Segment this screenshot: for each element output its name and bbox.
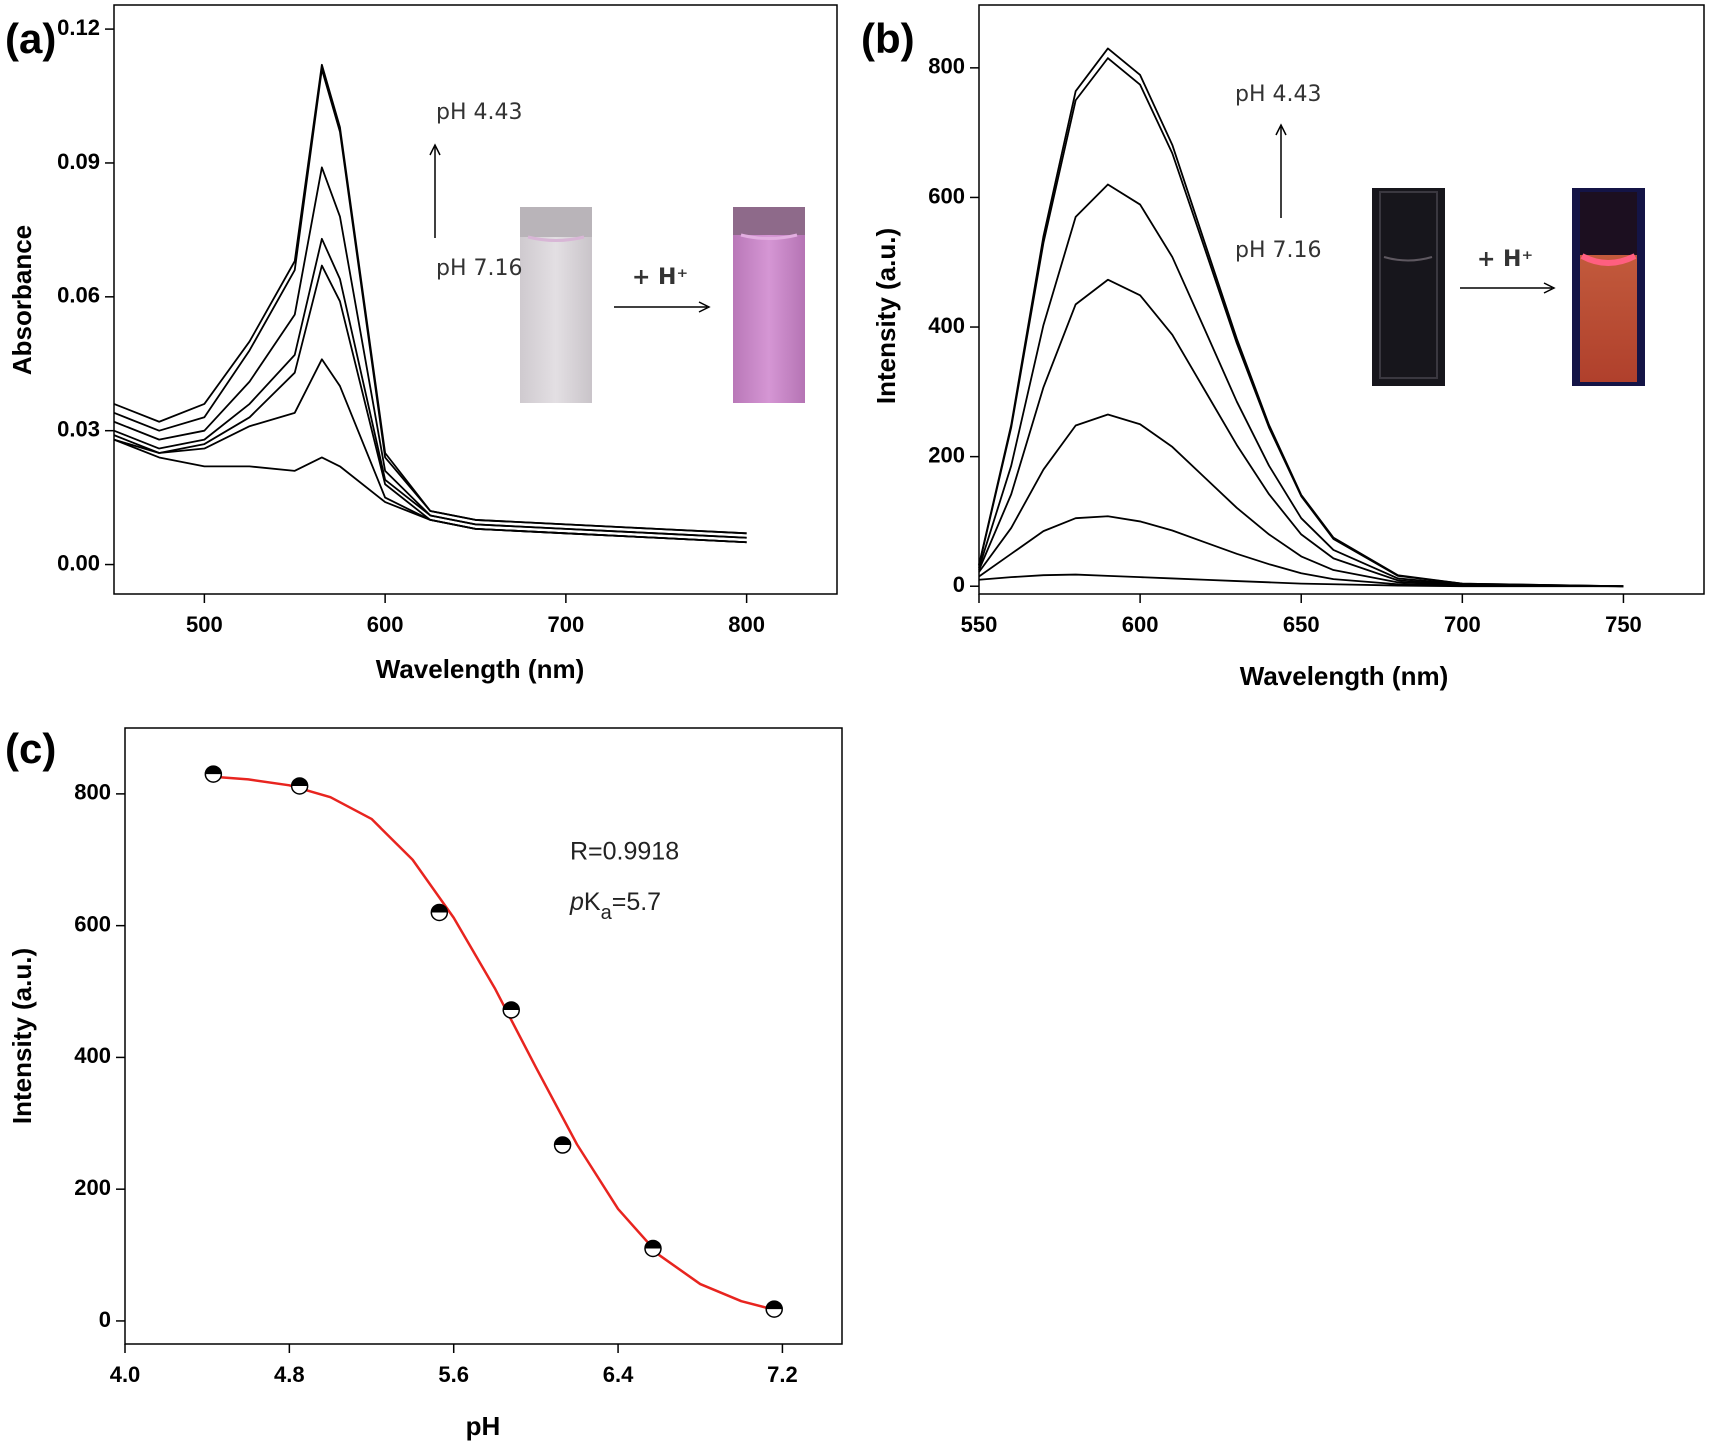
x-tick-label: 600 (1122, 612, 1159, 637)
annotation: + H⁺ (1477, 247, 1533, 272)
y-tick-label: 800 (74, 780, 111, 805)
plot-frame (978, 4, 1705, 595)
data-point-fill (431, 904, 448, 913)
panel-label: (b) (861, 15, 915, 62)
annotation: pH 7.16 (436, 256, 523, 281)
y-tick-label: 0.00 (57, 550, 100, 575)
annotation: R=0.9918 (570, 838, 679, 866)
fit-curve (213, 775, 775, 1311)
y-axis-title: Intensity (a.u.) (7, 948, 37, 1124)
plot-frame (124, 727, 843, 1345)
y-tick-label: 400 (928, 313, 965, 338)
x-tick-label: 700 (548, 612, 585, 637)
y-tick-label: 0 (953, 572, 965, 597)
cuvette-photo (520, 207, 592, 403)
y-tick-label: 0.03 (57, 416, 100, 441)
x-tick-label: 750 (1605, 612, 1642, 637)
pka-value: =5.7 (612, 888, 661, 916)
x-tick-label: 5.6 (438, 1362, 469, 1387)
spectrum-line (113, 68, 747, 535)
y-axis-title: Absorbance (7, 225, 37, 375)
spectrum-line (113, 166, 747, 539)
x-axis-title: Wavelength (nm) (1240, 661, 1448, 691)
y-tick-label: 600 (74, 911, 111, 936)
pka-k: K (584, 888, 601, 916)
y-tick-label: 600 (928, 183, 965, 208)
data-point-fill (503, 1001, 520, 1010)
x-tick-label: 650 (1283, 612, 1320, 637)
spectrum-line (978, 413, 1624, 588)
data-point-fill (291, 777, 308, 786)
annotation: pH 4.43 (436, 100, 523, 125)
data-point-fill (766, 1301, 783, 1310)
panel-label: (c) (5, 725, 56, 772)
data-point-fill (644, 1240, 661, 1249)
annotation: pH 4.43 (1235, 82, 1322, 107)
x-tick-label: 7.2 (767, 1362, 798, 1387)
pka-annotation: pKa=5.7 (569, 888, 661, 925)
spectrum-line (978, 515, 1624, 588)
spectrum-line (113, 438, 747, 544)
x-axis-title: Wavelength (nm) (376, 654, 584, 684)
annotation: + H⁺ (632, 265, 688, 290)
panel-label: (a) (5, 15, 56, 62)
y-tick-label: 0.09 (57, 149, 100, 174)
y-tick-label: 0 (99, 1307, 111, 1332)
plot-frame (113, 4, 838, 595)
y-tick-label: 400 (74, 1043, 111, 1068)
spectrum-line (113, 237, 747, 539)
arrow (429, 143, 711, 313)
annotation: pH 7.16 (1235, 238, 1322, 263)
y-axis-title: Intensity (a.u.) (871, 228, 901, 404)
spectrum-line (978, 47, 1624, 588)
x-tick-label: 600 (367, 612, 404, 637)
cuvette-photo (1372, 188, 1445, 386)
spectrum-line (978, 183, 1624, 588)
cuvette-photo (1572, 188, 1645, 386)
x-tick-label: 4.8 (274, 1362, 305, 1387)
pka-sub: a (601, 902, 613, 924)
x-tick-label: 550 (961, 612, 998, 637)
x-tick-label: 4.0 (110, 1362, 141, 1387)
data-point-fill (205, 766, 222, 775)
spectrum-line (113, 63, 747, 535)
x-tick-label: 500 (186, 612, 223, 637)
spectrum-line (978, 278, 1624, 588)
spectrum-line (978, 57, 1624, 588)
y-tick-label: 0.12 (57, 15, 100, 40)
x-axis-title: pH (466, 1411, 501, 1441)
arrow (1275, 123, 1556, 294)
pka-p: p (569, 888, 584, 916)
y-tick-label: 200 (74, 1175, 111, 1200)
y-tick-label: 800 (928, 54, 965, 79)
data-point-fill (554, 1137, 571, 1146)
spectrum-line (978, 573, 1624, 588)
cuvette-photo (733, 207, 805, 403)
x-tick-label: 6.4 (603, 1362, 634, 1387)
x-tick-label: 700 (1444, 612, 1481, 637)
x-tick-label: 800 (728, 612, 765, 637)
y-tick-label: 0.06 (57, 283, 100, 308)
y-tick-label: 200 (928, 442, 965, 467)
